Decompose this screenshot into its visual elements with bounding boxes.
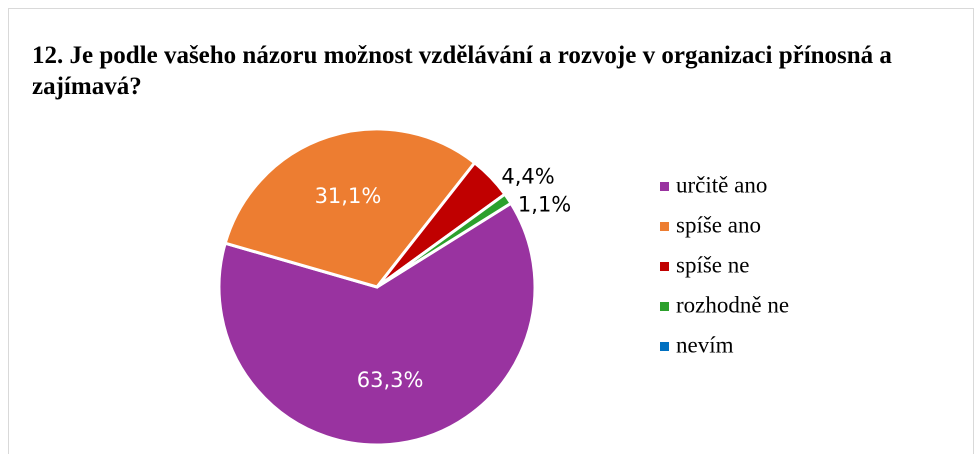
legend-swatch	[660, 222, 669, 231]
chart-frame	[8, 8, 974, 454]
legend-swatch	[660, 182, 669, 191]
pie-slice	[376, 192, 514, 289]
data-label: 1,1%	[518, 192, 571, 216]
legend-label: rozhodně ne	[676, 292, 789, 317]
data-label: 4,4%	[501, 165, 554, 189]
data-label: 63,3%	[357, 368, 424, 392]
legend-label: spíše ano	[676, 212, 761, 237]
data-label: 31,1%	[315, 184, 382, 208]
legend-swatch	[660, 262, 669, 271]
legend-swatch	[660, 342, 669, 351]
chart-title: 12. Je podle vašeho názoru možnost vzděl…	[32, 42, 892, 100]
legend-label: nevím	[676, 332, 734, 357]
pie-slice	[223, 127, 477, 289]
legend-swatch	[660, 302, 669, 311]
pie-slice	[217, 201, 537, 447]
legend-label: spíše ne	[676, 252, 749, 277]
legend-label: určitě ano	[676, 172, 767, 197]
